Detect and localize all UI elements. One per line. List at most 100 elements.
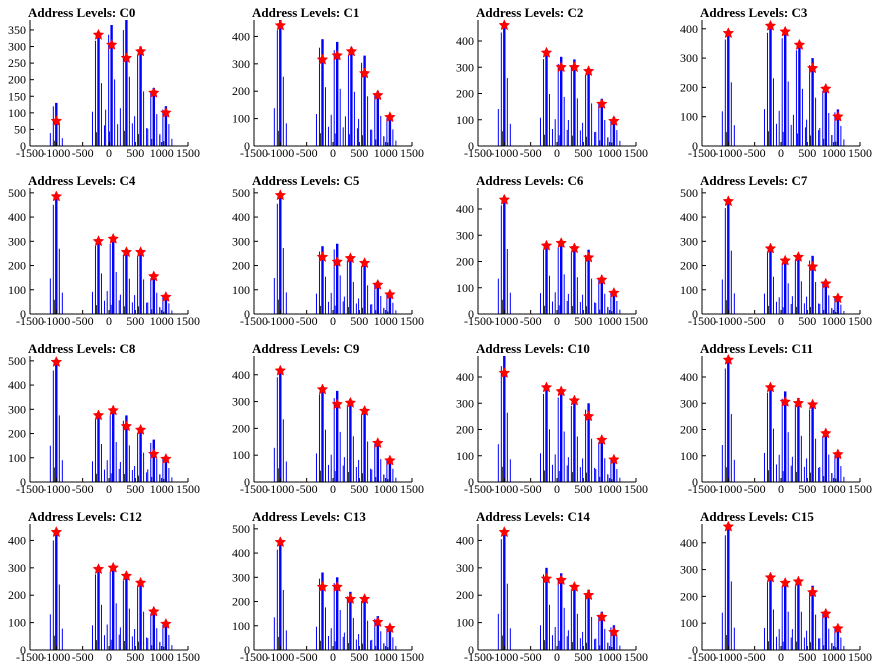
histogram-bar [110, 25, 113, 146]
x-tick-label: 1500 [400, 146, 424, 160]
x-tick-label: 1500 [176, 482, 200, 496]
x-tick-label: -500 [520, 482, 542, 496]
subplot-c12: Address Levels: C12 0 100 200 300 400 -1500-10… [8, 509, 200, 664]
histogram-bar [152, 275, 155, 314]
x-tick-label: 500 [126, 650, 144, 664]
histogram-peak-3 [119, 415, 133, 482]
peak-marker-2 [107, 561, 119, 573]
y-tick-label: 400 [232, 546, 250, 560]
subplot-title: Address Levels: C5 [252, 173, 360, 188]
x-tick-label: 1000 [150, 146, 174, 160]
x-tick-label: -1500 [464, 482, 492, 496]
histogram-bar [784, 258, 787, 314]
y-tick-label: 350 [8, 23, 26, 37]
peak-marker-3 [568, 242, 581, 254]
histogram-peak-1 [91, 31, 105, 147]
y-tick-label: 200 [680, 423, 698, 437]
x-tick-label: 0 [554, 314, 560, 328]
histogram-peak-0 [721, 198, 735, 314]
y-tick-label: 100 [680, 449, 698, 463]
histogram-bar [350, 47, 353, 146]
histogram-bar [55, 102, 58, 146]
histogram-bar [503, 22, 506, 147]
y-tick-label: 150 [8, 89, 26, 103]
y-tick-label: 100 [456, 449, 474, 463]
histogram-peak-2 [330, 390, 344, 482]
x-tick-label: 1500 [400, 482, 424, 496]
peak-marker-0 [50, 355, 63, 367]
y-tick-label: 400 [456, 370, 474, 384]
histogram-peak-0 [497, 529, 511, 650]
y-tick-label: 300 [456, 60, 474, 74]
x-tick-label: -1000 [266, 650, 294, 664]
histogram-bar [797, 580, 800, 650]
x-tick-label: -1500 [240, 314, 268, 328]
x-tick-label: 0 [554, 146, 560, 160]
histogram-bar [836, 297, 840, 314]
histogram-bar [388, 627, 392, 650]
peak-marker-2 [779, 576, 791, 588]
peak-marker-2 [331, 580, 343, 592]
y-tick-label: 200 [232, 421, 250, 435]
subplot-c11: Address Levels: C11 0 100 200 300 400 -1500-10… [680, 341, 872, 496]
histogram-peak-5 [819, 432, 833, 482]
histogram-bar [112, 409, 115, 482]
y-tick-label: 100 [456, 616, 474, 630]
x-tick-label: 500 [350, 650, 368, 664]
histogram-bar [376, 91, 379, 146]
peak-marker-0 [722, 195, 735, 207]
histogram-peak-1 [539, 386, 553, 482]
subplot-c1: Address Levels: C1 0 100 200 300 400 -1500-100… [232, 5, 424, 160]
peak-marker-5 [595, 273, 608, 285]
histogram-bar [600, 611, 603, 650]
y-tick-label: 0 [20, 139, 26, 153]
y-tick-label: 0 [692, 139, 698, 153]
histogram-bar [279, 368, 282, 482]
histogram-peak-4 [358, 261, 372, 314]
y-tick-label: 200 [680, 80, 698, 94]
histogram-peak-6 [383, 115, 397, 146]
histogram-peak-5 [819, 85, 833, 146]
x-tick-label: 1000 [822, 482, 846, 496]
y-tick-label: 400 [8, 210, 26, 224]
x-tick-label: -1500 [240, 482, 268, 496]
x-tick-label: 500 [574, 650, 592, 664]
x-tick-label: 500 [126, 482, 144, 496]
x-tick-label: 500 [350, 482, 368, 496]
histogram-bar [503, 356, 506, 482]
y-tick-label: 0 [692, 475, 698, 489]
histogram-peak-3 [119, 20, 133, 146]
histogram-peak-6 [159, 622, 173, 650]
x-tick-label: -1500 [688, 482, 716, 496]
histogram-peak-1 [763, 384, 777, 482]
peak-marker-4 [358, 404, 371, 416]
histogram-peak-3 [792, 42, 806, 146]
peak-marker-5 [371, 89, 384, 101]
y-tick-label: 500 [232, 186, 250, 200]
histogram-peak-4 [358, 408, 372, 482]
histogram-bar [600, 98, 603, 147]
x-tick-label: 1500 [624, 482, 648, 496]
x-tick-label: 1000 [598, 314, 622, 328]
histogram-bar [376, 281, 379, 314]
peak-marker-1 [92, 28, 105, 40]
histogram-peak-5 [819, 611, 833, 650]
histogram-peak-1 [763, 246, 777, 314]
y-tick-label: 300 [456, 396, 474, 410]
histogram-bar [811, 585, 814, 650]
histogram-bar [587, 403, 590, 483]
y-tick-label: 200 [456, 423, 474, 437]
peak-marker-3 [568, 394, 581, 406]
histogram-bar [503, 195, 506, 314]
x-tick-label: -1000 [266, 314, 294, 328]
x-tick-label: 0 [554, 650, 560, 664]
histogram-bar [97, 412, 100, 482]
histogram-bar [139, 580, 142, 650]
histogram-peak-2 [554, 56, 568, 147]
x-tick-label: -1000 [42, 650, 70, 664]
y-tick-label: 100 [680, 283, 698, 297]
x-tick-label: 500 [126, 146, 144, 160]
histogram-peak-0 [497, 195, 511, 314]
histogram-bar [727, 525, 730, 650]
y-tick-label: 0 [20, 475, 26, 489]
